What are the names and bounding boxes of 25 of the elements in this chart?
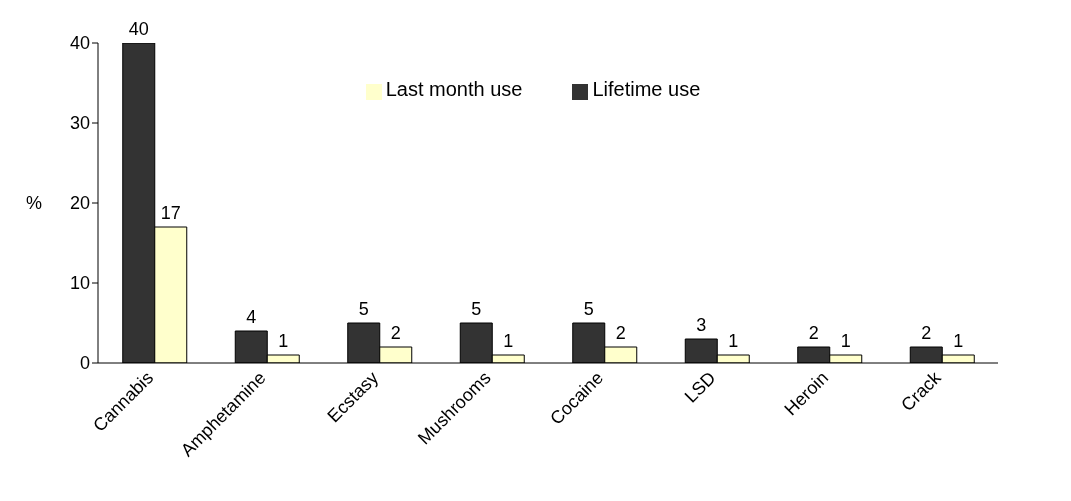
- data-label: 4: [246, 307, 257, 327]
- y-tick-label: 0: [79, 353, 90, 374]
- y-tick-label: 20: [69, 193, 90, 214]
- data-label: 5: [583, 299, 594, 319]
- data-label: 2: [808, 323, 819, 343]
- data-label: 1: [278, 331, 289, 351]
- data-label: 1: [728, 331, 739, 351]
- data-label: 1: [503, 331, 514, 351]
- y-tick-label: 10: [69, 273, 90, 294]
- data-label: 40: [128, 19, 149, 39]
- data-label: 5: [358, 299, 369, 319]
- data-label: 2: [615, 323, 626, 343]
- legend-label: Last month use: [385, 78, 523, 100]
- data-label: 17: [160, 203, 181, 223]
- data-label: 2: [390, 323, 401, 343]
- data-label: 1: [840, 331, 851, 351]
- data-label: 1: [953, 331, 964, 351]
- x-tick-label: LSD: [680, 367, 720, 407]
- y-axis-title: %: [26, 193, 43, 214]
- data-label: 3: [696, 315, 707, 335]
- y-tick-label: 40: [69, 33, 90, 54]
- legend-label: Lifetime use: [592, 78, 701, 100]
- data-label: 2: [921, 323, 932, 343]
- data-label: 5: [471, 299, 482, 319]
- y-tick-label: 30: [69, 113, 90, 134]
